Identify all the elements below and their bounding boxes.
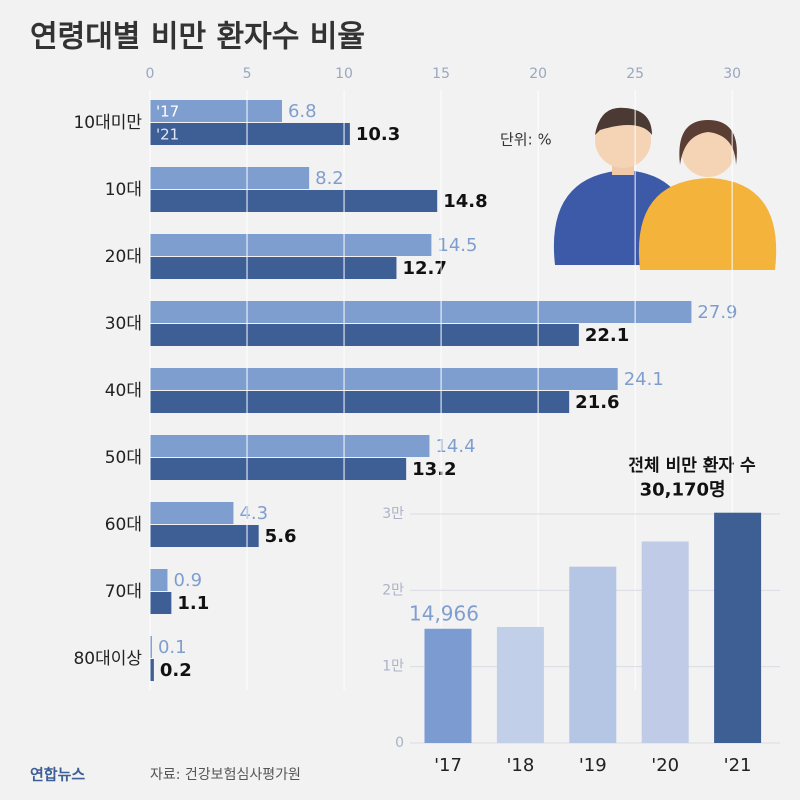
value-label: 6.8: [288, 101, 317, 122]
y-tick-label: 10대: [105, 180, 142, 200]
unit-label: 단위: %: [500, 131, 552, 149]
bar: [150, 636, 152, 658]
bar: [641, 541, 689, 743]
value-label: 24.1: [624, 369, 664, 390]
value-label: 21.6: [575, 392, 619, 413]
x-tick-label: '18: [506, 755, 534, 776]
value-label: 0.1: [158, 637, 187, 658]
x-tick-label: 10: [335, 66, 353, 82]
bar: [150, 234, 432, 256]
value-label: 13.2: [412, 459, 456, 480]
bar: [150, 592, 172, 614]
bar: [496, 626, 544, 743]
bar: [150, 100, 282, 122]
y-tick-label: 10대미만: [73, 113, 142, 133]
x-tick-label: 15: [432, 66, 450, 82]
x-tick-label: 0: [146, 66, 155, 82]
bar: [714, 512, 762, 743]
chart-title: 연령대별 비만 환자수 비율: [30, 20, 365, 55]
value-label: 14.8: [443, 191, 487, 212]
bar: [150, 167, 310, 189]
value-label: 1.1: [177, 593, 209, 614]
y-tick-label: 40대: [105, 381, 142, 401]
value-label: 10.3: [356, 124, 400, 145]
x-tick-label: '20: [651, 755, 679, 776]
y-tick-label: 80대이상: [73, 649, 142, 669]
y-tick-label: 0: [395, 735, 404, 751]
logo: 연합뉴스: [30, 766, 85, 784]
bar: [150, 123, 350, 145]
y-tick-label: 1만: [382, 659, 404, 675]
y-tick-label: 30대: [105, 314, 142, 334]
y-tick-label: 20대: [105, 247, 142, 267]
x-tick-label: 5: [243, 66, 252, 82]
bar: [150, 324, 579, 346]
value-label: 8.2: [315, 168, 344, 189]
value-label: 22.1: [585, 325, 629, 346]
bar: [424, 628, 472, 743]
value-label: 0.9: [173, 570, 202, 591]
source: 자료: 건강보험심사평가원: [150, 767, 301, 783]
legend-label: '17: [156, 103, 179, 121]
x-tick-label: '19: [579, 755, 607, 776]
x-tick-label: 20: [529, 66, 547, 82]
x-tick-label: 25: [626, 66, 644, 82]
bar: [150, 301, 692, 323]
value-label: 14,966: [409, 601, 479, 625]
value-label: 0.2: [160, 660, 192, 681]
y-tick-label: 70대: [105, 582, 142, 602]
value-label: 14.4: [435, 436, 475, 457]
bar: [150, 391, 570, 413]
value-label: 4.3: [239, 503, 268, 524]
bar: [150, 190, 438, 212]
bar: [150, 502, 234, 524]
bar: [150, 435, 430, 457]
y-tick-label: 50대: [105, 448, 142, 468]
y-tick-label: 2만: [382, 582, 404, 598]
value-label: 5.6: [265, 526, 297, 547]
value-label: 30,170명: [640, 480, 726, 501]
bar: [150, 569, 168, 591]
bar: [150, 257, 397, 279]
x-tick-label: '21: [724, 755, 752, 776]
illustration: [553, 107, 777, 270]
y-tick-label: 60대: [105, 515, 142, 535]
x-tick-label: 30: [723, 66, 741, 82]
bar: [150, 458, 407, 480]
bar: [150, 659, 154, 681]
bar-chart-title: 전체 비만 환자 수: [628, 456, 756, 476]
x-tick-label: '17: [434, 755, 462, 776]
bar: [150, 525, 259, 547]
bar: [569, 566, 617, 743]
value-label: 12.7: [402, 258, 446, 279]
value-label: 27.9: [697, 302, 737, 323]
value-label: 14.5: [437, 235, 477, 256]
legend-label: '21: [156, 126, 179, 144]
bar: [150, 368, 618, 390]
y-tick-label: 3만: [382, 506, 404, 522]
